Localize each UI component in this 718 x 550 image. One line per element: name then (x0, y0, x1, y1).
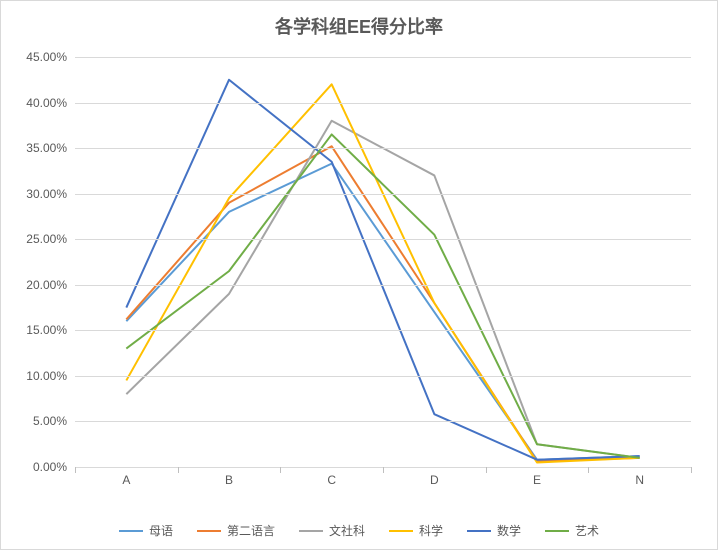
legend-label: 数学 (497, 522, 521, 539)
legend-swatch (467, 530, 491, 532)
grid-line (75, 57, 691, 58)
legend-swatch (389, 530, 413, 532)
legend-label: 艺术 (575, 522, 599, 539)
x-tick-mark (280, 467, 281, 473)
legend-label: 文社科 (329, 522, 365, 539)
chart-container: 各学科组EE得分比率 0.00%5.00%10.00%15.00%20.00%2… (0, 0, 718, 550)
legend-label: 母语 (149, 522, 173, 539)
series-line (126, 80, 639, 460)
x-tick-mark (588, 467, 589, 473)
legend-item[interactable]: 第二语言 (197, 522, 275, 539)
legend-item[interactable]: 母语 (119, 522, 173, 539)
y-tick-label: 10.00% (26, 369, 67, 383)
plot-area: 0.00%5.00%10.00%15.00%20.00%25.00%30.00%… (75, 57, 691, 467)
legend-swatch (545, 530, 569, 532)
series-line (126, 84, 639, 462)
y-tick-label: 45.00% (26, 50, 67, 64)
y-tick-label: 5.00% (33, 414, 67, 428)
y-tick-label: 40.00% (26, 96, 67, 110)
grid-line (75, 194, 691, 195)
legend-swatch (119, 530, 143, 532)
y-tick-label: 35.00% (26, 141, 67, 155)
series-line (126, 164, 639, 460)
grid-line (75, 330, 691, 331)
x-tick-mark (691, 467, 692, 473)
grid-line (75, 285, 691, 286)
y-tick-label: 20.00% (26, 278, 67, 292)
grid-line (75, 376, 691, 377)
x-tick-mark (486, 467, 487, 473)
x-tick-label: D (430, 473, 439, 487)
legend: 母语 第二语言 文社科 科学 数学 艺术 (1, 522, 717, 539)
x-tick-label: C (327, 473, 336, 487)
grid-line (75, 148, 691, 149)
legend-item[interactable]: 艺术 (545, 522, 599, 539)
legend-item[interactable]: 科学 (389, 522, 443, 539)
chart-lines (75, 57, 691, 467)
y-tick-label: 0.00% (33, 460, 67, 474)
x-tick-mark (178, 467, 179, 473)
grid-line (75, 421, 691, 422)
grid-line (75, 239, 691, 240)
y-tick-label: 15.00% (26, 323, 67, 337)
x-tick-mark (383, 467, 384, 473)
chart-title: 各学科组EE得分比率 (1, 13, 717, 39)
x-tick-label: N (635, 473, 644, 487)
legend-label: 第二语言 (227, 522, 275, 539)
legend-item[interactable]: 文社科 (299, 522, 365, 539)
x-tick-label: B (225, 473, 233, 487)
series-line (126, 134, 639, 457)
x-tick-label: E (533, 473, 541, 487)
grid-line (75, 103, 691, 104)
y-tick-label: 25.00% (26, 232, 67, 246)
legend-swatch (197, 530, 221, 532)
x-tick-label: A (122, 473, 130, 487)
legend-item[interactable]: 数学 (467, 522, 521, 539)
x-tick-mark (75, 467, 76, 473)
y-tick-label: 30.00% (26, 187, 67, 201)
legend-swatch (299, 530, 323, 532)
legend-label: 科学 (419, 522, 443, 539)
